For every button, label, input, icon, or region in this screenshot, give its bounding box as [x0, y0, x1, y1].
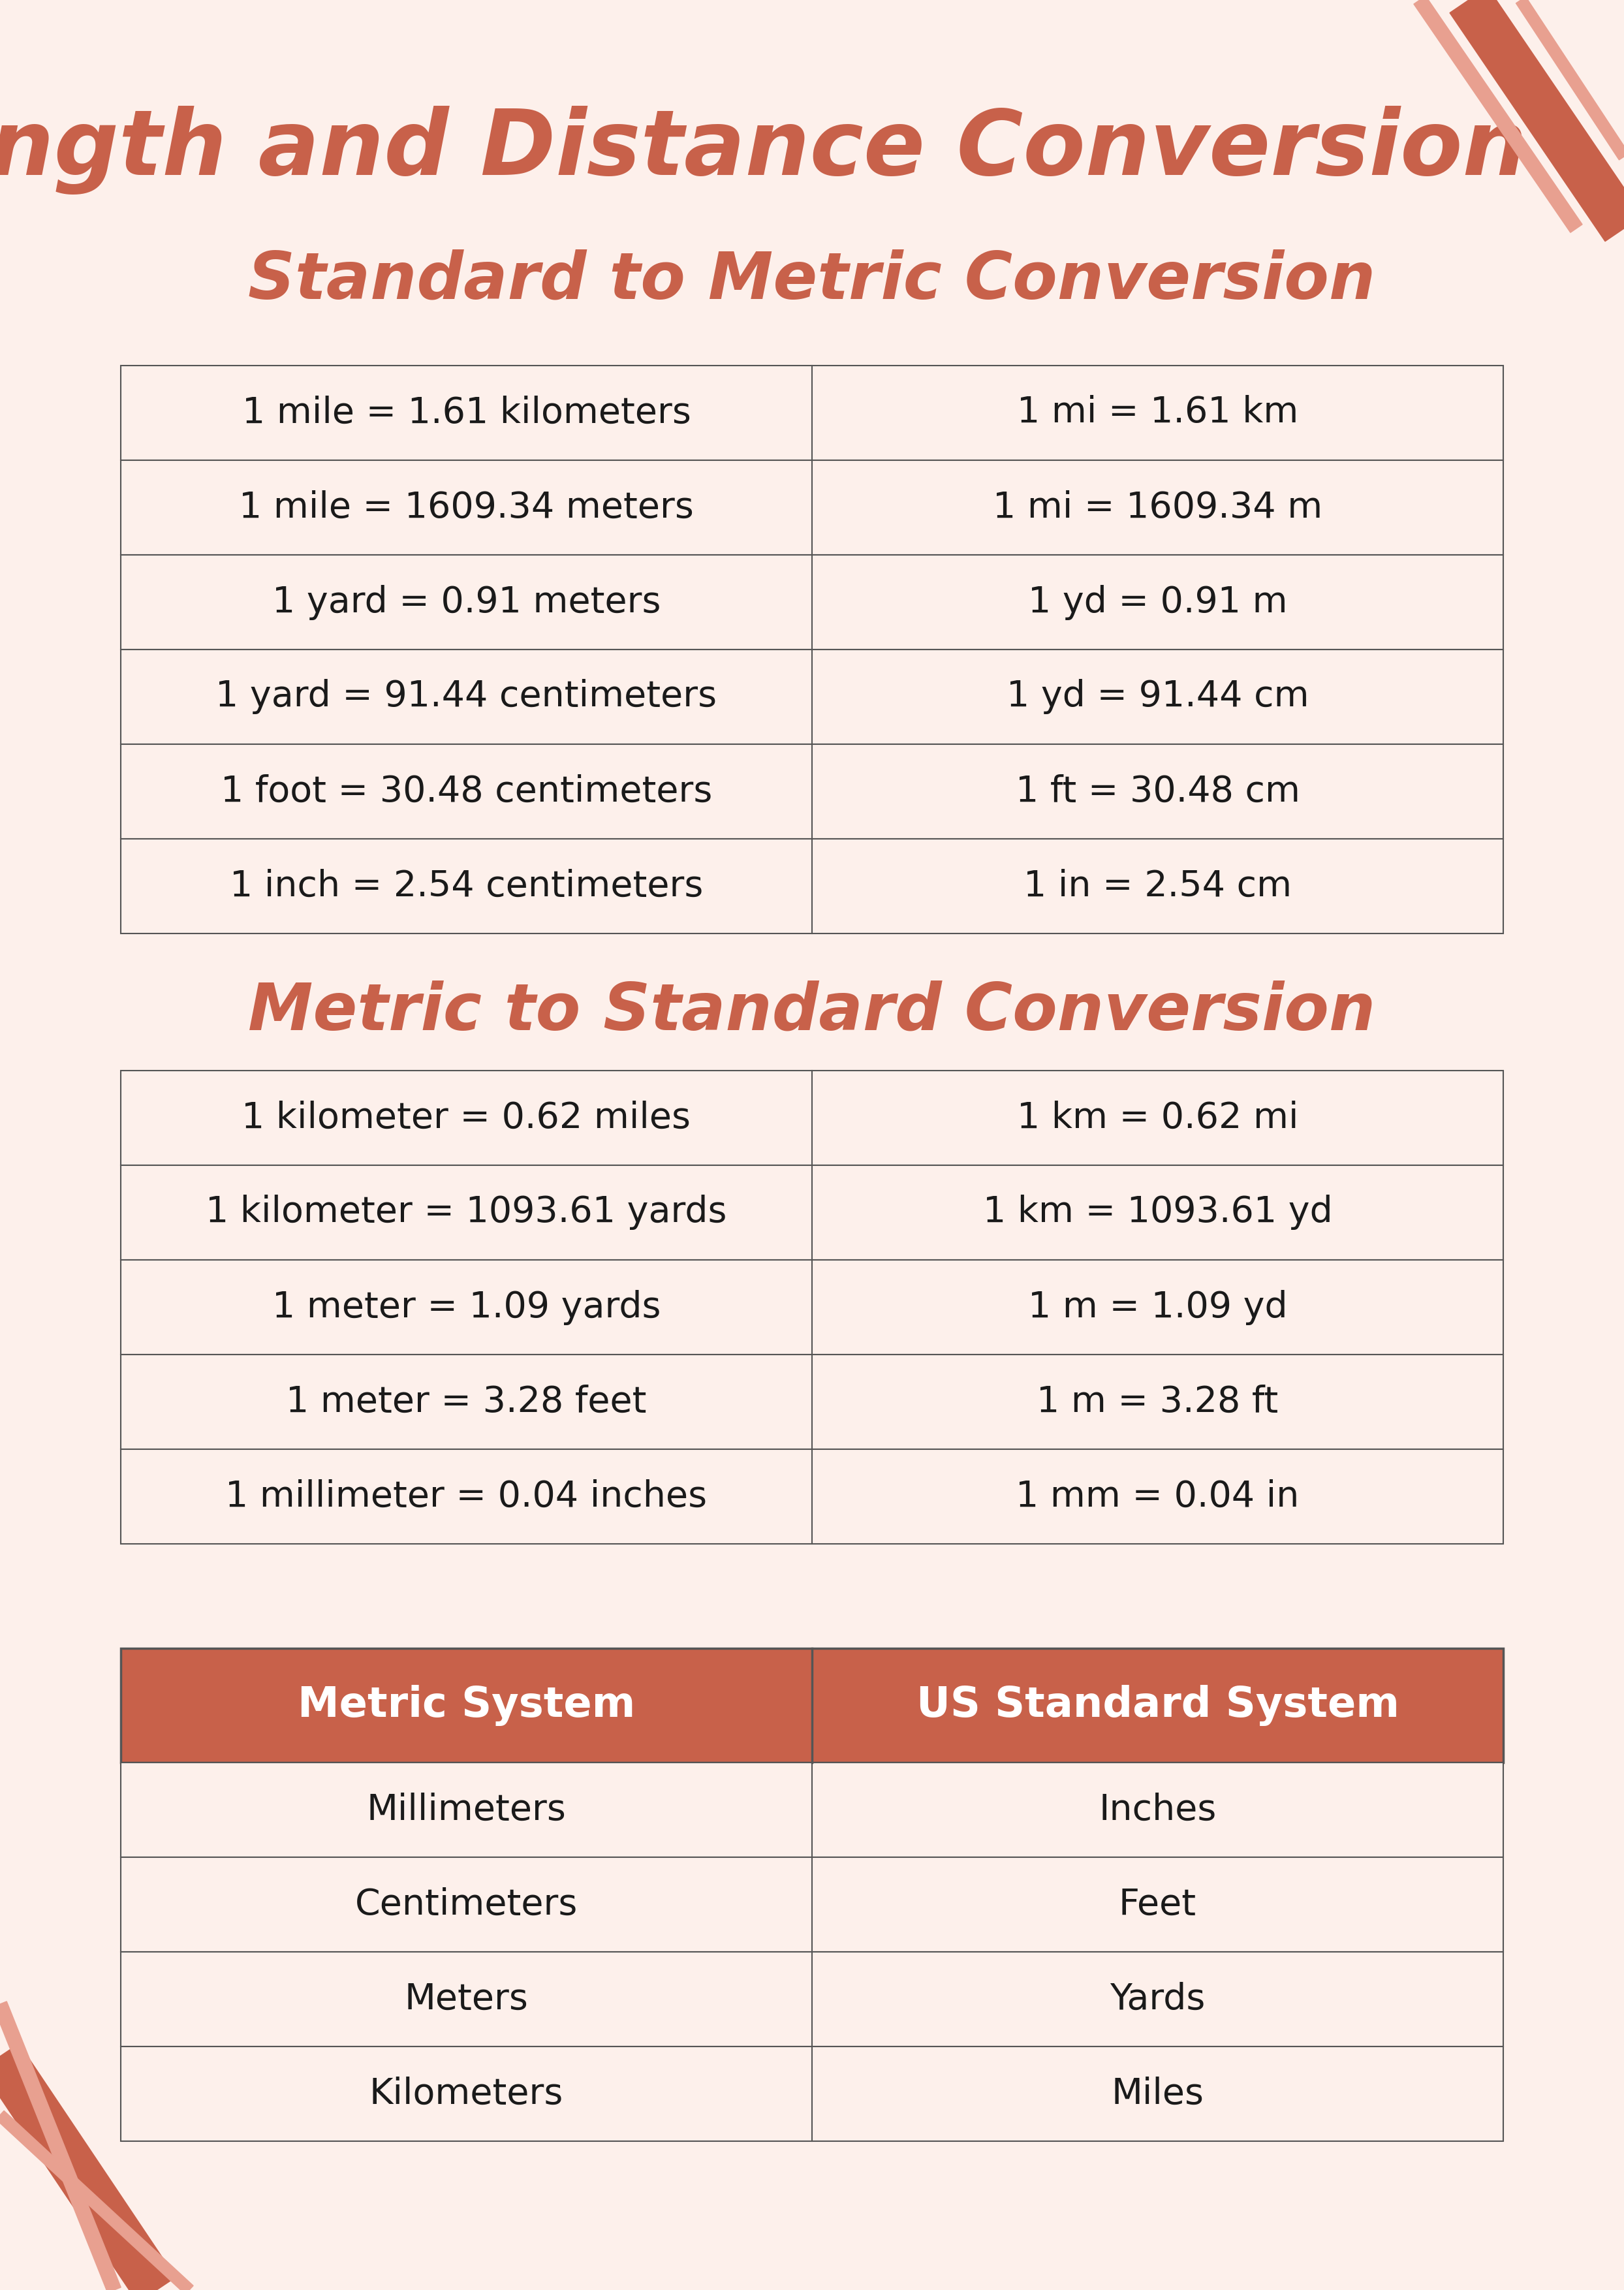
Bar	[120, 1649, 1504, 1763]
Bar	[120, 366, 1504, 460]
Polygon shape	[1515, 0, 1624, 160]
Text: 1 yd = 0.91 m: 1 yd = 0.91 m	[1028, 584, 1288, 621]
Bar	[120, 1763, 1504, 1857]
Text: 1 millimeter = 0.04 inches: 1 millimeter = 0.04 inches	[226, 1479, 708, 1514]
Bar	[120, 1951, 1504, 2047]
Bar	[120, 554, 1504, 650]
Text: 1 ft = 30.48 cm: 1 ft = 30.48 cm	[1015, 774, 1299, 808]
Polygon shape	[0, 2001, 120, 2290]
Bar	[120, 1166, 1504, 1260]
Text: 1 mile = 1609.34 meters: 1 mile = 1609.34 meters	[239, 490, 693, 524]
Text: 1 meter = 3.28 feet: 1 meter = 3.28 feet	[286, 1383, 646, 1420]
Text: 1 km = 1093.61 yd: 1 km = 1093.61 yd	[983, 1195, 1332, 1230]
Text: 1 kilometer = 1093.61 yards: 1 kilometer = 1093.61 yards	[206, 1195, 728, 1230]
Text: Metric to Standard Conversion: Metric to Standard Conversion	[248, 980, 1376, 1044]
Text: 1 foot = 30.48 centimeters: 1 foot = 30.48 centimeters	[221, 774, 713, 808]
Bar	[120, 2047, 1504, 2141]
Text: Kilometers: Kilometers	[369, 2077, 564, 2111]
Text: 1 km = 0.62 mi: 1 km = 0.62 mi	[1017, 1099, 1299, 1136]
Bar	[120, 1450, 1504, 1543]
Text: 1 inch = 2.54 centimeters: 1 inch = 2.54 centimeters	[229, 868, 703, 905]
Bar	[120, 744, 1504, 838]
Polygon shape	[1415, 0, 1582, 234]
Bar	[120, 460, 1504, 554]
Text: Metric System: Metric System	[297, 1685, 635, 1727]
Polygon shape	[1450, 0, 1624, 240]
Text: Length and Distance Conversion: Length and Distance Conversion	[0, 105, 1527, 195]
Text: 1 yard = 0.91 meters: 1 yard = 0.91 meters	[273, 584, 661, 621]
Text: Millimeters: Millimeters	[367, 1793, 567, 1827]
Polygon shape	[0, 2043, 175, 2290]
Text: Feet: Feet	[1119, 1887, 1197, 1921]
Text: 1 m = 3.28 ft: 1 m = 3.28 ft	[1036, 1383, 1278, 1420]
Text: Meters: Meters	[404, 1981, 528, 2017]
Text: US Standard System: US Standard System	[916, 1685, 1400, 1727]
Polygon shape	[0, 2111, 193, 2290]
Bar	[120, 1857, 1504, 1951]
Text: Miles: Miles	[1111, 2077, 1203, 2111]
Text: 1 yd = 91.44 cm: 1 yd = 91.44 cm	[1007, 680, 1309, 714]
Text: 1 mile = 1.61 kilometers: 1 mile = 1.61 kilometers	[242, 396, 690, 431]
Text: Standard to Metric Conversion: Standard to Metric Conversion	[248, 250, 1376, 311]
Text: 1 kilometer = 0.62 miles: 1 kilometer = 0.62 miles	[242, 1099, 690, 1136]
Text: 1 meter = 1.09 yards: 1 meter = 1.09 yards	[273, 1289, 661, 1326]
Bar	[120, 1072, 1504, 1166]
Bar	[120, 838, 1504, 934]
Text: 1 m = 1.09 yd: 1 m = 1.09 yd	[1028, 1289, 1288, 1326]
Text: 1 mi = 1609.34 m: 1 mi = 1609.34 m	[992, 490, 1322, 524]
Text: Yards: Yards	[1109, 1981, 1205, 2017]
Bar	[120, 650, 1504, 744]
Text: 1 mi = 1.61 km: 1 mi = 1.61 km	[1017, 396, 1299, 431]
Text: 1 mm = 0.04 in: 1 mm = 0.04 in	[1017, 1479, 1299, 1514]
Text: Inches: Inches	[1099, 1793, 1216, 1827]
Text: 1 yard = 91.44 centimeters: 1 yard = 91.44 centimeters	[216, 680, 718, 714]
Bar	[120, 1356, 1504, 1450]
Bar	[120, 1260, 1504, 1356]
Text: Centimeters: Centimeters	[356, 1887, 578, 1921]
Text: 1 in = 2.54 cm: 1 in = 2.54 cm	[1023, 868, 1291, 905]
